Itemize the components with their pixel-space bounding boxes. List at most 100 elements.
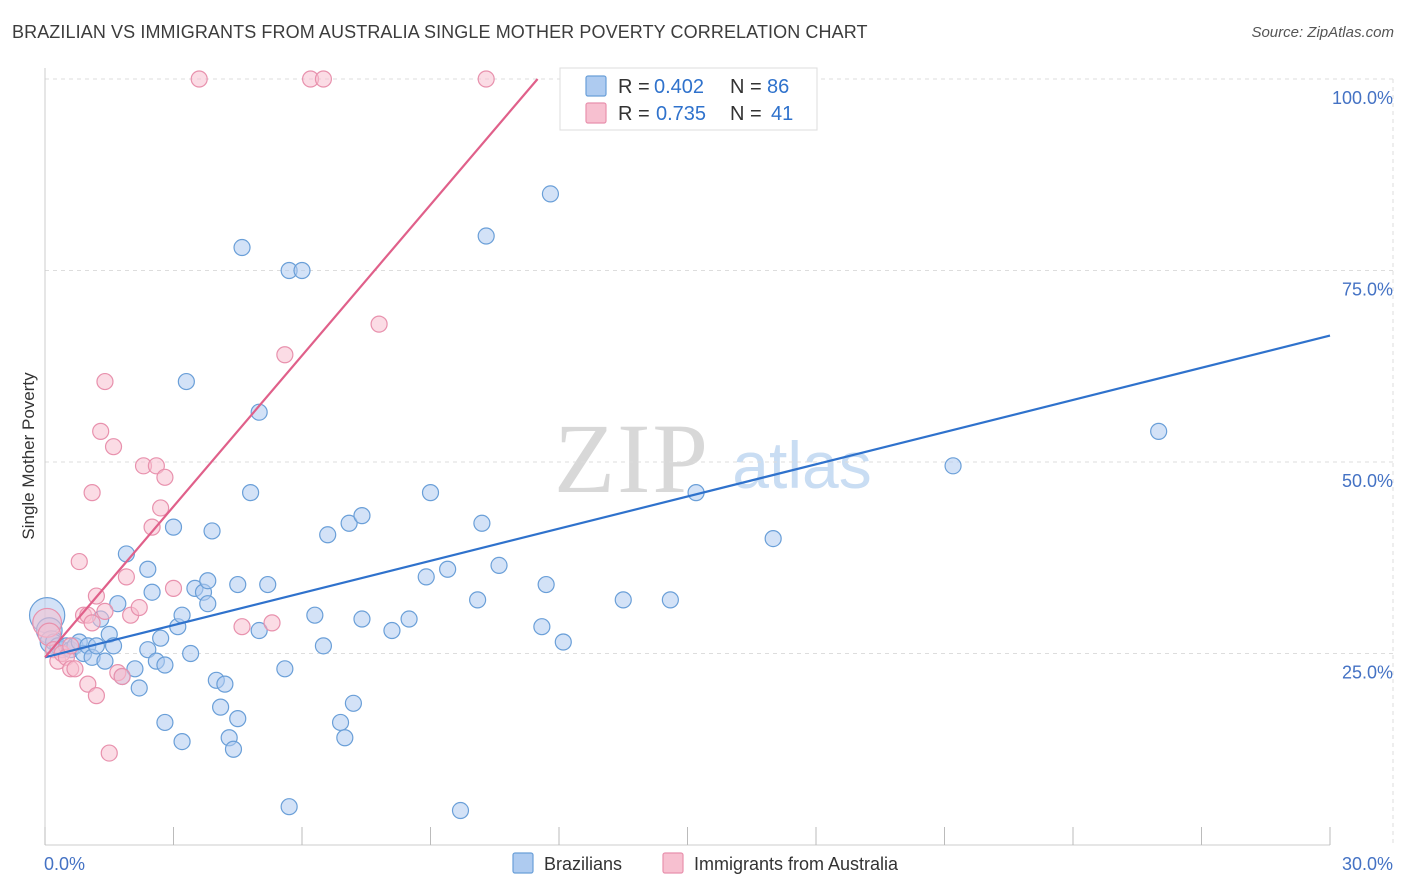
bottom-legend-swatch-brazilians xyxy=(512,852,534,874)
brazilians-point xyxy=(1150,422,1168,440)
y-axis-title: Single Mother Poverty xyxy=(19,372,38,540)
immigrants-australia-point xyxy=(113,667,131,686)
y-tick-label: 100.0% xyxy=(1332,88,1393,108)
legend-n-label-2: N = xyxy=(730,103,762,125)
brazilians-point xyxy=(541,185,560,203)
immigrants-australia-point xyxy=(263,614,281,632)
immigrants-australia-point xyxy=(83,614,101,632)
brazilians-point xyxy=(199,595,217,613)
brazilians-point xyxy=(421,484,440,502)
brazilians-point xyxy=(216,675,234,693)
bottom-legend-label-immigrants-australia: Immigrants from Australia xyxy=(694,854,899,874)
brazilians-point xyxy=(182,644,200,663)
brazilians-point xyxy=(109,595,127,613)
tick-labels: 25.0% 50.0% 75.0% 100.0% 0.0% 30.0% xyxy=(44,88,1393,874)
immigrants-australia-point xyxy=(314,70,333,88)
brazilians-point xyxy=(173,732,191,751)
brazilians-point xyxy=(152,629,170,647)
immigrants-australia-point xyxy=(370,315,388,333)
brazilians-point xyxy=(340,514,358,532)
immigrants-australia-trendline xyxy=(44,78,539,659)
legend-n-label-1: N = xyxy=(730,76,762,98)
immigrants-australia-point xyxy=(96,372,114,391)
legend-r-value-1: 0.402 xyxy=(654,76,704,98)
stats-legend: R = 0.402 N = 86 R = 0.735 N = 41 xyxy=(559,67,818,131)
brazilians-point xyxy=(250,621,268,640)
brazilians-point xyxy=(614,591,632,609)
bottom-legend-swatch-immigrants-australia xyxy=(662,852,684,874)
legend-r-label-1: R = xyxy=(618,76,650,98)
watermark-zip: ZIP xyxy=(554,403,710,514)
y-tick-label: 50.0% xyxy=(1342,471,1393,491)
brazilians-point xyxy=(229,710,247,728)
brazilians-point xyxy=(537,575,555,594)
brazilians-point xyxy=(306,606,324,624)
immigrants-australia-point xyxy=(70,552,88,571)
brazilians-point xyxy=(233,238,251,257)
brazilians-point xyxy=(139,560,157,578)
brazilians-point xyxy=(661,591,679,609)
brazilians-point xyxy=(319,526,337,544)
brazilians-point xyxy=(383,621,401,640)
legend-r-label-2: R = xyxy=(618,103,650,125)
immigrants-australia-point xyxy=(66,660,84,678)
brazilians-point xyxy=(164,518,183,536)
brazilians-point xyxy=(353,610,371,628)
legend-swatch-immigrants-australia xyxy=(585,102,607,124)
brazilians-point xyxy=(554,633,572,651)
brazilians-point xyxy=(276,660,294,678)
immigrants-australia-point xyxy=(152,499,170,517)
brazilians-point xyxy=(259,575,277,594)
immigrants-australia-point xyxy=(147,457,165,475)
legend-n-value-1: 86 xyxy=(767,76,789,98)
trendlines xyxy=(44,78,1331,659)
immigrants-australia-point xyxy=(143,518,161,536)
axes xyxy=(44,68,1331,846)
chart-title: BRAZILIAN VS IMMIGRANTS FROM AUSTRALIA S… xyxy=(12,22,868,42)
brazilians-point xyxy=(156,713,174,732)
legend-r-value-2: 0.735 xyxy=(656,103,706,125)
immigrants-australia-point xyxy=(100,744,118,762)
series-legend: Brazilians Immigrants from Australia xyxy=(512,852,899,874)
immigrants-australia-point xyxy=(130,598,148,617)
immigrants-australia-point xyxy=(190,70,208,88)
immigrants-australia-point xyxy=(233,618,251,636)
immigrants-australia-point xyxy=(83,484,101,502)
brazilians-point xyxy=(229,575,247,594)
brazilians-point xyxy=(451,801,470,820)
legend-n-value-2: 41 xyxy=(771,103,793,125)
brazilians-point xyxy=(764,529,782,548)
brazilians-point xyxy=(473,514,491,532)
brazilians-point xyxy=(212,698,230,716)
brazilians-point xyxy=(224,740,243,758)
brazilians-point xyxy=(203,522,221,540)
brazilians-point xyxy=(177,372,195,391)
brazilians-point xyxy=(199,572,217,590)
immigrants-australia-point xyxy=(104,438,123,456)
watermark-atlas: atlas xyxy=(732,428,871,502)
brazilians-point xyxy=(344,694,362,712)
brazilians-trendline xyxy=(44,334,1331,659)
gridlines xyxy=(45,78,1395,845)
bottom-legend-label-brazilians: Brazilians xyxy=(544,854,622,874)
brazilians-point xyxy=(96,652,114,670)
brazilians-point xyxy=(533,618,551,636)
brazilians-point xyxy=(280,798,298,816)
immigrants-australia-point xyxy=(117,568,135,586)
brazilians-point xyxy=(400,610,418,628)
brazilians-point xyxy=(143,583,161,601)
brazilians-point xyxy=(439,560,457,578)
x-tick-label: 30.0% xyxy=(1342,854,1393,874)
source-label: Source: ZipAtlas.com xyxy=(1251,24,1394,41)
immigrants-australia-point xyxy=(156,468,174,486)
brazilians-point xyxy=(156,656,174,674)
brazilians-point xyxy=(469,591,487,609)
watermark: ZIP atlas xyxy=(554,403,872,514)
x-tick-label: 0.0% xyxy=(44,854,85,874)
immigrants-australia-point xyxy=(164,579,183,597)
brazilians-point xyxy=(336,729,354,747)
y-tick-label: 25.0% xyxy=(1342,663,1393,683)
brazilians-point xyxy=(490,556,508,575)
brazilians-point xyxy=(242,484,260,502)
